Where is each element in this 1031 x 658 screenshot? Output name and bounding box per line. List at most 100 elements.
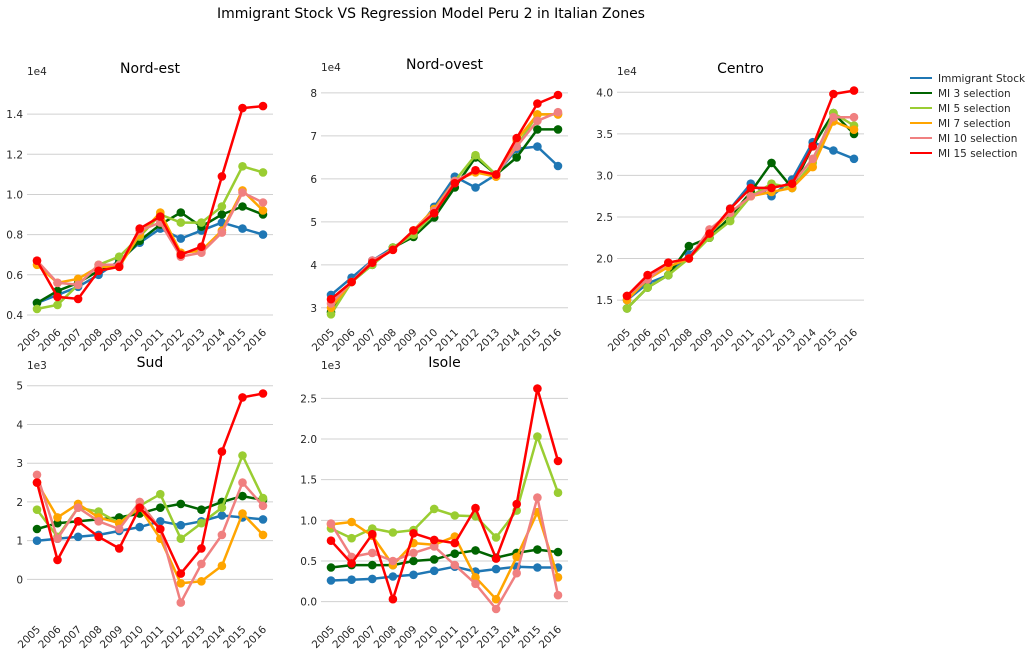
data-point <box>156 517 165 526</box>
x-tick-label: 2007 <box>647 327 674 354</box>
data-point <box>73 294 83 304</box>
legend-label: MI 7 selection <box>938 118 1011 130</box>
x-tick-label: 2008 <box>77 624 104 651</box>
series-line <box>330 93 559 301</box>
series-line <box>330 548 559 569</box>
figure-title: Immigrant Stock VS Regression Model Peru… <box>217 6 645 22</box>
series-mi-10-selection <box>32 188 268 290</box>
x-tick-label: 2005 <box>16 624 43 651</box>
data-point <box>217 172 227 181</box>
x-tick-label: 2007 <box>57 624 84 651</box>
data-point <box>176 569 186 578</box>
data-point <box>32 298 42 308</box>
data-point <box>746 183 756 193</box>
data-point <box>258 230 268 239</box>
data-point <box>368 574 377 584</box>
data-point <box>135 224 144 233</box>
data-point <box>512 133 521 143</box>
x-tick-label: 2006 <box>330 623 358 651</box>
legend-label: MI 15 selection <box>938 148 1017 160</box>
data-point <box>135 503 144 512</box>
x-tick-label: 2011 <box>434 327 461 354</box>
data-point <box>197 248 206 257</box>
data-point <box>176 534 186 543</box>
x-tick-label: 2010 <box>413 327 440 354</box>
data-point <box>53 300 62 310</box>
x-tick-label: 2010 <box>118 624 145 651</box>
y-tick-label: 1.4 <box>6 109 23 121</box>
data-point <box>429 504 439 514</box>
x-tick-label: 2010 <box>709 327 736 354</box>
series-mi-5-selection <box>326 110 563 319</box>
data-point <box>533 432 542 441</box>
data-point <box>368 560 377 570</box>
data-point <box>553 90 563 100</box>
data-point <box>156 503 165 512</box>
series-line <box>330 111 559 305</box>
x-tick-label: 2010 <box>413 624 440 651</box>
x-tick-label: 2006 <box>330 326 358 354</box>
series-line <box>35 392 264 575</box>
y-tick-label: 0.6 <box>6 270 23 282</box>
series-line <box>329 496 560 611</box>
series-mi-15-selection <box>32 389 268 578</box>
y-tick-label: 1 <box>16 536 23 548</box>
series-line <box>330 435 560 540</box>
data-point <box>258 530 268 540</box>
x-tick-label: 2012 <box>454 327 481 354</box>
y-tick-label: 1.5 <box>300 475 317 487</box>
data-point <box>471 579 480 589</box>
data-point <box>450 538 460 548</box>
x-tick-label: 2015 <box>221 624 248 651</box>
data-point <box>553 456 563 466</box>
x-tick-label: 2009 <box>98 624 125 651</box>
data-point <box>491 604 501 614</box>
data-point <box>73 532 83 542</box>
data-point <box>32 505 42 514</box>
data-point <box>450 178 460 188</box>
series-mi-7-selection <box>622 117 859 305</box>
data-point <box>326 294 336 304</box>
series-mi-10-selection <box>326 107 563 308</box>
axis-multiplier: 1e3 <box>321 360 341 372</box>
subplot-centro: Centro1e41.52.02.53.03.54.02005200620072… <box>596 61 864 354</box>
y-tick-label: 3.0 <box>596 170 613 182</box>
y-tick-label: 1.0 <box>6 189 23 201</box>
x-tick-label: 2011 <box>434 624 461 651</box>
data-point <box>32 470 42 480</box>
x-tick-label: 2007 <box>351 327 378 354</box>
legend-entry: MI 3 selection <box>910 88 1011 100</box>
x-tick-label: 2013 <box>180 624 207 651</box>
data-point <box>471 183 480 192</box>
data-point <box>326 310 336 319</box>
legend-label: MI 5 selection <box>938 103 1011 115</box>
x-tick-label: 2016 <box>537 623 565 651</box>
data-point <box>553 125 563 134</box>
x-tick-label: 2013 <box>771 327 798 354</box>
y-tick-label: 2.5 <box>596 212 613 224</box>
data-point <box>326 576 336 585</box>
x-tick-label: 2012 <box>454 624 481 651</box>
series-line <box>330 565 558 582</box>
series-mi-5-selection <box>32 451 268 543</box>
y-tick-label: 8 <box>310 88 317 100</box>
y-tick-label: 4 <box>16 419 23 431</box>
y-tick-label: 2.0 <box>596 254 613 266</box>
data-point <box>684 254 694 263</box>
y-tick-label: 2.0 <box>300 434 317 446</box>
data-point <box>409 548 418 558</box>
series-line <box>36 191 264 287</box>
data-point <box>326 536 336 545</box>
series-mi-7-selection <box>326 110 563 313</box>
x-tick-label: 2005 <box>16 327 43 354</box>
x-tick-label: 2008 <box>668 327 695 354</box>
data-point <box>491 564 501 574</box>
y-tick-label: 5 <box>16 381 23 393</box>
data-point <box>176 250 186 259</box>
series-mi-15-selection <box>32 101 268 304</box>
data-point <box>368 548 377 558</box>
data-point <box>238 491 247 501</box>
data-point <box>409 570 418 580</box>
data-point <box>388 572 398 581</box>
data-point <box>347 533 356 543</box>
